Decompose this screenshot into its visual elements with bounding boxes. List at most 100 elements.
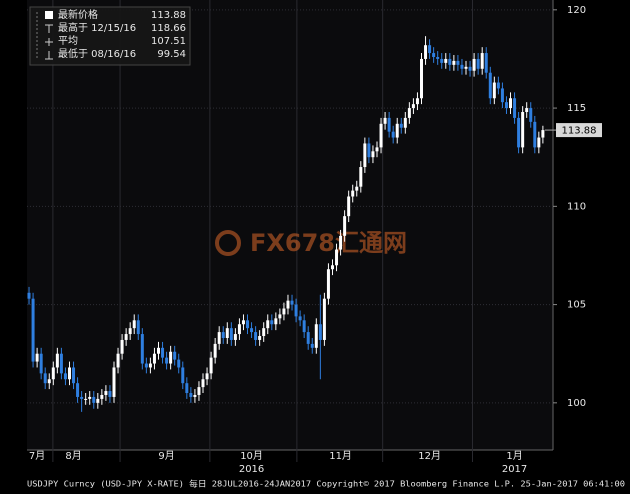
candle-body	[460, 64, 464, 69]
legend-icon	[45, 11, 53, 19]
candle-body	[59, 353, 63, 374]
candle-body	[403, 117, 407, 128]
last-price-box	[556, 123, 602, 138]
candle-body	[140, 334, 144, 364]
candle-body	[189, 393, 193, 397]
candle-body	[84, 398, 88, 400]
candle-body	[205, 373, 209, 380]
candle-body	[27, 292, 31, 299]
candle-body	[456, 60, 460, 65]
candle-body	[306, 332, 310, 344]
grid-layer	[27, 0, 553, 462]
candle-body	[533, 121, 537, 148]
x-tick-label: 10月	[240, 450, 263, 462]
candle-body	[262, 328, 266, 337]
candle-body	[367, 143, 371, 158]
candle-body	[104, 391, 108, 395]
candle-body	[448, 58, 452, 65]
candle-body	[339, 235, 343, 250]
legend-icon	[45, 38, 53, 46]
candle-body	[355, 186, 359, 191]
candle-body	[488, 72, 492, 99]
candle-body	[492, 82, 496, 99]
candle-body	[31, 298, 35, 362]
candle-body	[464, 66, 468, 69]
candle-body	[517, 117, 521, 148]
candle-body	[294, 304, 298, 317]
candle-body	[496, 82, 500, 89]
candle-body	[177, 359, 181, 368]
candle-body	[132, 320, 136, 329]
candle-body	[440, 58, 444, 63]
legend-icon	[45, 51, 53, 60]
y-tick-label: 110	[567, 201, 586, 212]
candle-body	[51, 367, 55, 380]
candle-body	[529, 108, 533, 122]
candle-body	[278, 314, 282, 319]
legend-label: 最低于 08/16/16	[58, 47, 136, 60]
candle-body	[541, 130, 545, 138]
candle-body	[282, 308, 286, 315]
candle-body	[124, 334, 128, 340]
candle-body	[47, 379, 51, 384]
candle-body	[428, 45, 432, 54]
candle-body	[112, 367, 116, 397]
candle-body	[35, 353, 39, 362]
candle-body	[436, 56, 440, 59]
candle-body	[76, 383, 80, 397]
candle-body	[484, 53, 488, 73]
candle-body	[173, 351, 177, 360]
candle-body	[525, 108, 529, 113]
candle-body	[157, 347, 160, 354]
candle-body	[213, 343, 217, 358]
candle-body	[371, 151, 375, 158]
candle-body	[43, 373, 47, 384]
candle-body	[347, 196, 351, 217]
candle-body	[209, 357, 213, 374]
candle-body	[193, 394, 197, 397]
candle-body	[225, 328, 229, 338]
candle-body	[476, 58, 480, 69]
candle-body	[250, 328, 254, 333]
candles-layer	[27, 36, 545, 412]
x-tick-label: 8月	[65, 450, 81, 462]
candle-body	[108, 391, 112, 397]
candle-body	[504, 102, 508, 109]
candle-body	[165, 357, 169, 364]
x-tick-label: 12月	[418, 450, 441, 462]
watermark: FX678汇通网	[250, 229, 407, 257]
candle-body	[67, 367, 71, 380]
legend-box	[29, 6, 191, 66]
candle-body	[286, 300, 290, 309]
candle-body	[169, 351, 173, 364]
candle-body	[509, 98, 513, 109]
candle-body	[266, 320, 270, 329]
candle-body	[88, 396, 92, 399]
watermark-icon	[215, 230, 241, 256]
legend-value: 99.54	[157, 49, 186, 60]
candle-body	[472, 58, 476, 71]
candle-body	[335, 249, 339, 266]
candle-body	[161, 347, 165, 358]
candle-body	[197, 387, 201, 395]
candle-body	[310, 343, 314, 348]
legend-label: 最新价格	[58, 8, 98, 21]
candle-body	[290, 300, 294, 305]
candle-body	[363, 143, 367, 168]
legend-icon	[45, 24, 53, 33]
candle-body	[314, 324, 318, 348]
candle-body	[128, 328, 132, 335]
candle-body	[254, 332, 258, 340]
candle-body	[521, 112, 525, 148]
year-label: 2016	[239, 464, 264, 475]
legend-value: 118.66	[151, 23, 186, 34]
candle-body	[96, 398, 100, 403]
candle-body	[144, 363, 148, 368]
candle-body	[395, 123, 399, 138]
candle-body	[375, 147, 379, 152]
candle-body	[136, 320, 140, 335]
candle-body	[500, 88, 504, 103]
candle-body	[298, 316, 302, 321]
candle-body	[513, 98, 517, 118]
